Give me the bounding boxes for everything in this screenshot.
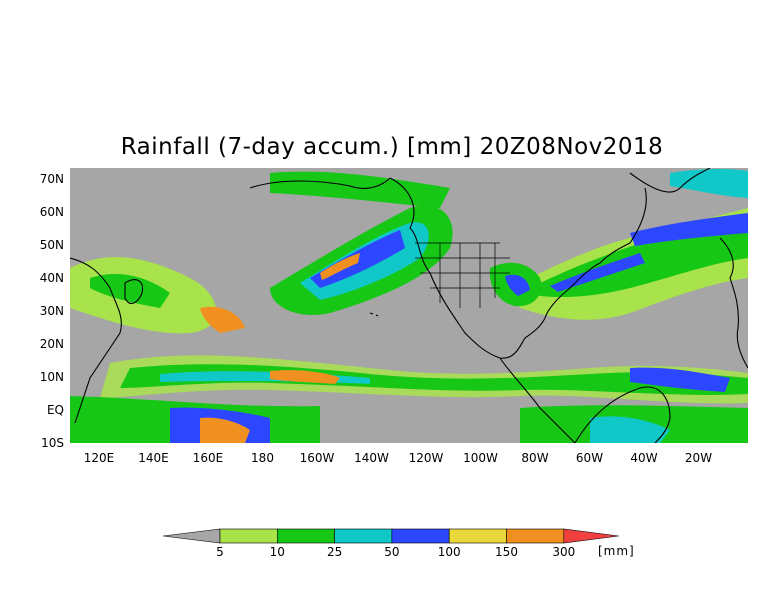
legend-above-arrow bbox=[563, 528, 619, 544]
y-axis-label: 70N bbox=[39, 172, 64, 186]
legend-swatch bbox=[219, 528, 278, 544]
x-axis-label: 140W bbox=[354, 451, 389, 465]
legend-swatch bbox=[448, 528, 507, 544]
y-axis-label: 10N bbox=[39, 370, 64, 384]
y-axis-label: 20N bbox=[39, 337, 64, 351]
x-axis-label: 120W bbox=[408, 451, 444, 465]
legend-level-label: 10 bbox=[269, 545, 285, 559]
rainfall-map bbox=[70, 168, 748, 443]
x-axis-label: 160W bbox=[299, 451, 335, 465]
legend-unit: [mm] bbox=[598, 544, 635, 558]
x-axis-label: 120E bbox=[83, 451, 115, 465]
y-axis-label: 30N bbox=[39, 304, 64, 318]
x-axis-label: 20W bbox=[684, 451, 713, 465]
x-axis-label: 160E bbox=[192, 451, 224, 465]
x-axis-label: 100W bbox=[463, 451, 498, 465]
legend-below-arrow bbox=[162, 528, 221, 544]
legend-swatch bbox=[276, 528, 335, 544]
x-axis-label: 80W bbox=[521, 451, 549, 465]
legend-level-label: 5 bbox=[216, 545, 224, 559]
y-axis-label: 60N bbox=[39, 205, 64, 219]
legend-level-label: 300 bbox=[552, 545, 576, 559]
x-axis-label: 60W bbox=[575, 451, 604, 465]
map-canvas bbox=[70, 168, 748, 443]
coastlines bbox=[70, 168, 748, 443]
legend-colorbar bbox=[162, 528, 619, 544]
y-axis-label: 10S bbox=[41, 436, 64, 450]
legend-level-label: 100 bbox=[437, 545, 461, 559]
map-title: Rainfall (7-day accum.) [mm] 20Z08Nov201… bbox=[120, 134, 664, 160]
precip-bands bbox=[70, 168, 748, 443]
x-axis-label: 180 bbox=[251, 451, 274, 465]
legend bbox=[0, 526, 784, 566]
legend-swatch bbox=[506, 528, 565, 544]
x-axis-label: 140E bbox=[138, 451, 169, 465]
legend-swatch bbox=[391, 528, 450, 544]
legend-level-label: 50 bbox=[384, 545, 400, 559]
y-axis-label: 50N bbox=[39, 238, 64, 252]
y-axis-label: EQ bbox=[46, 403, 64, 417]
legend-level-label: 150 bbox=[495, 545, 518, 559]
legend-level-label: 25 bbox=[326, 545, 343, 559]
legend-swatch bbox=[334, 528, 393, 544]
x-axis-label: 40W bbox=[630, 451, 658, 465]
y-axis-label: 40N bbox=[39, 271, 64, 285]
